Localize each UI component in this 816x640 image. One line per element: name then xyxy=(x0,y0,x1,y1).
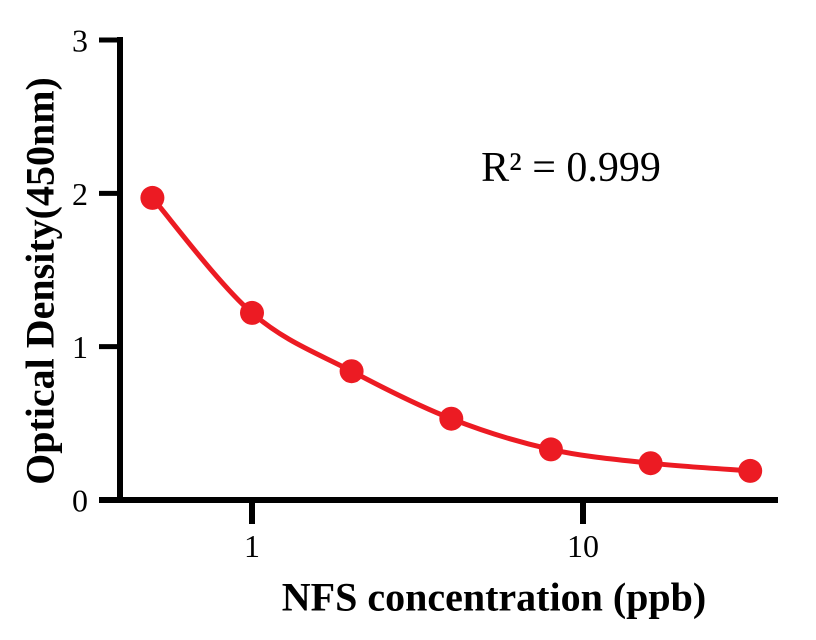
y-tick-label: 1 xyxy=(72,329,88,365)
y-tick-label: 0 xyxy=(72,483,88,519)
data-point-marker xyxy=(638,451,663,476)
y-tick-label: 2 xyxy=(72,176,88,212)
data-point-marker xyxy=(240,300,264,325)
x-tick-label: 1 xyxy=(244,528,260,564)
data-point-marker xyxy=(538,437,563,462)
x-axis-title: NFS concentration (ppb) xyxy=(281,574,707,620)
data-point-marker xyxy=(738,458,763,483)
y-tick-label: 3 xyxy=(72,23,88,59)
data-point-marker xyxy=(339,359,364,384)
y-axis-title: Optical Density(450nm) xyxy=(17,77,63,485)
r-squared-annotation: R² = 0.999 xyxy=(481,145,661,191)
x-tick-label: 10 xyxy=(567,528,599,564)
data-point-marker xyxy=(140,185,165,210)
data-point-marker xyxy=(439,406,464,431)
